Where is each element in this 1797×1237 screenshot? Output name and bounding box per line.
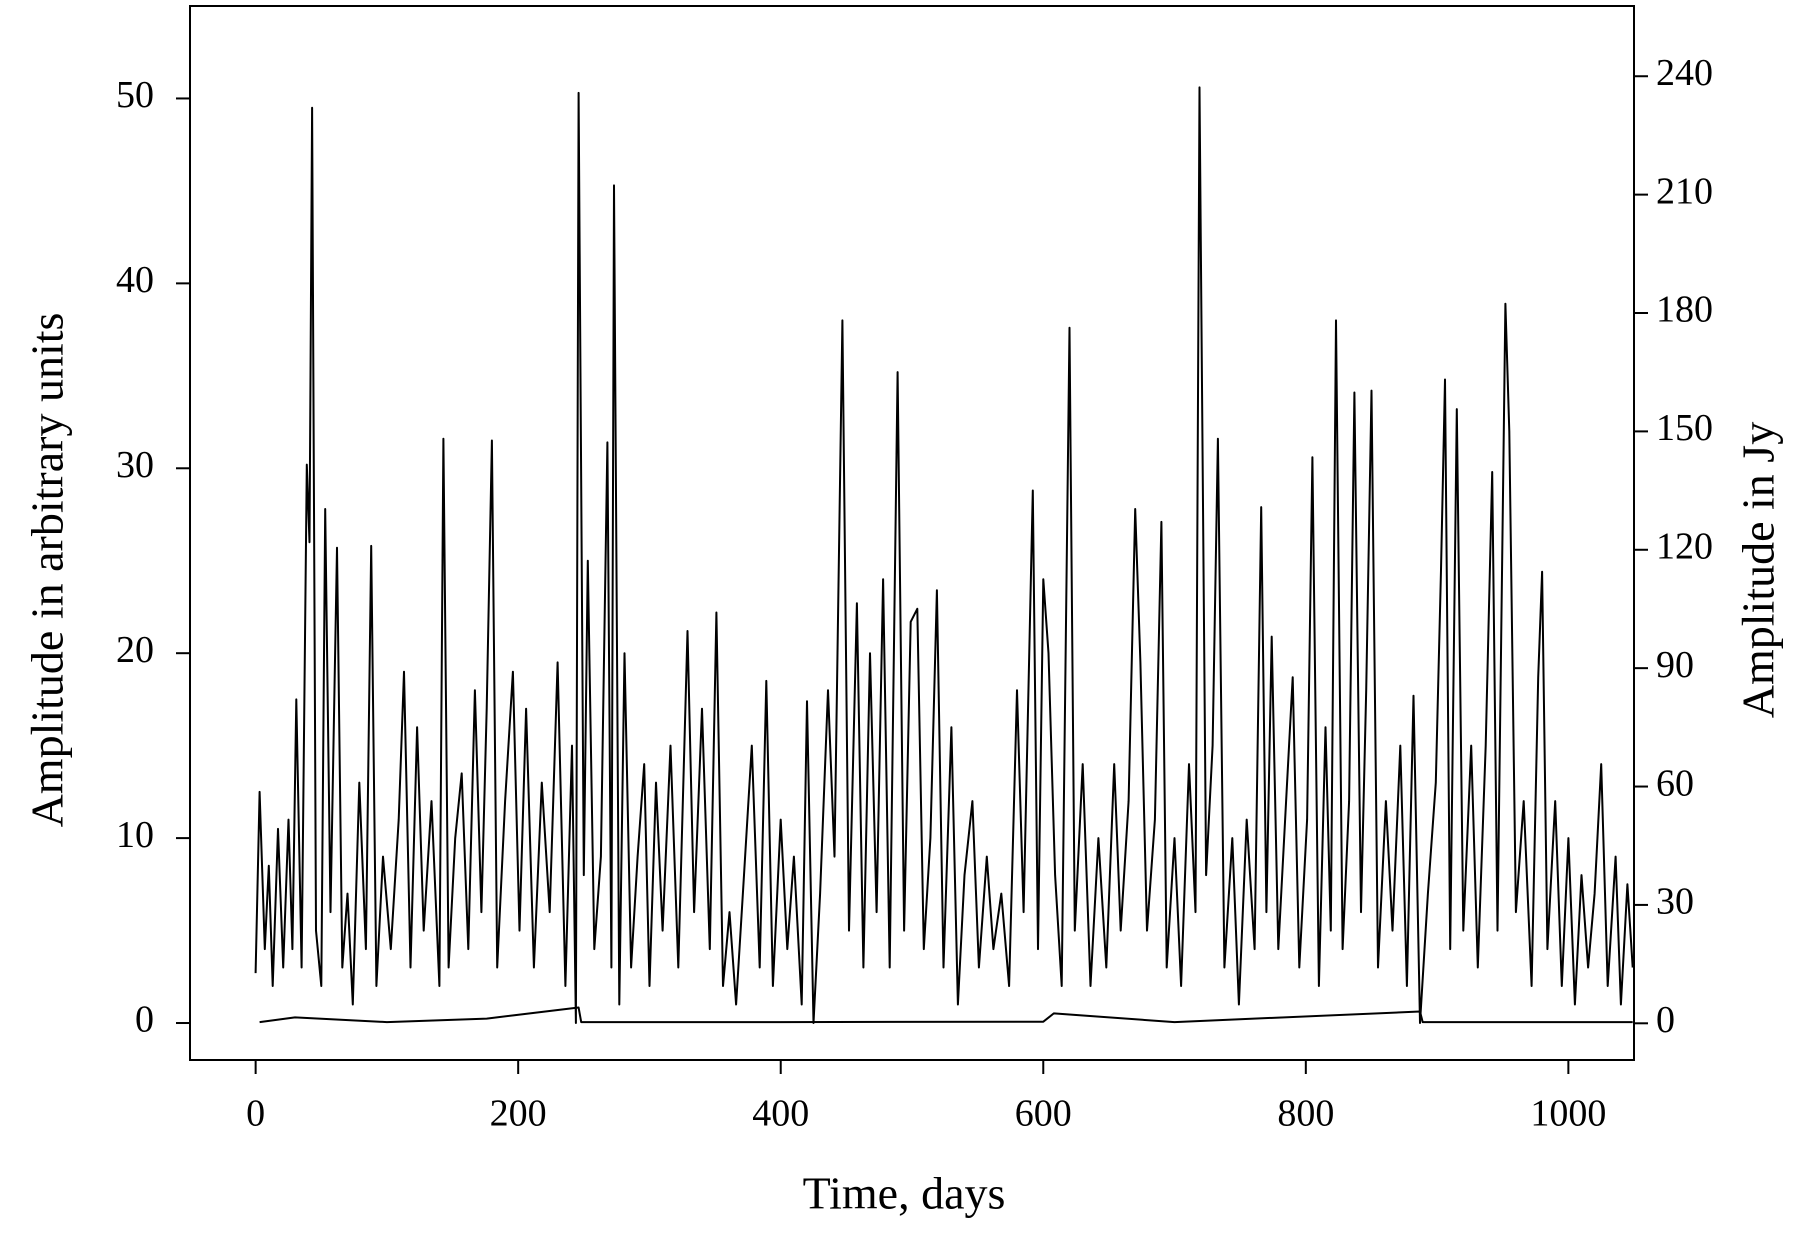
data-line <box>254 86 1634 1024</box>
y2-tick-label: 30 <box>1656 881 1694 923</box>
y-tick-label: 0 <box>135 999 154 1041</box>
y2-tick-label: 210 <box>1656 170 1713 212</box>
y2-tick-label: 0 <box>1656 999 1675 1041</box>
y2-tick-label: 150 <box>1656 407 1713 449</box>
x-tick-label: 0 <box>246 1093 265 1135</box>
x-tick-label: 800 <box>1277 1093 1334 1135</box>
x-tick-label: 400 <box>752 1093 809 1135</box>
y2-tick-label: 90 <box>1656 644 1694 686</box>
y-axis-title: Amplitude in arbitrary units <box>22 313 73 828</box>
y-tick-label: 30 <box>116 444 154 486</box>
plot-frame <box>189 5 1635 1061</box>
y2-tick-label: 240 <box>1656 52 1713 94</box>
x-tick-label: 600 <box>1015 1093 1072 1135</box>
y2-axis-title: Amplitude in Jy <box>1733 422 1784 718</box>
y-tick-label: 10 <box>116 814 154 856</box>
y-tick-label: 20 <box>116 629 154 671</box>
x-axis-title: Time, days <box>803 1168 1006 1219</box>
data-line <box>259 1006 1633 1024</box>
y2-tick-label: 120 <box>1656 525 1713 567</box>
y-tick-label: 50 <box>116 74 154 116</box>
x-tick-label: 200 <box>490 1093 547 1135</box>
x-tick-label: 1000 <box>1530 1093 1606 1135</box>
y-tick-label: 40 <box>116 259 154 301</box>
y2-tick-label: 180 <box>1656 289 1713 331</box>
y2-tick-label: 60 <box>1656 762 1694 804</box>
